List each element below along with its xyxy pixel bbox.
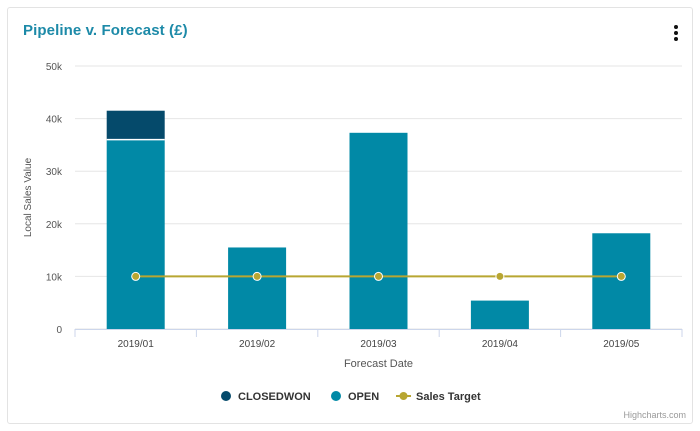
- x-axis-title: Forecast Date: [344, 358, 413, 370]
- sales-target-point: [131, 271, 141, 281]
- legend-marker-closedwon: [221, 391, 231, 401]
- y-tick-label: 50k: [46, 62, 63, 73]
- y-axis-title: Local Sales Value: [23, 157, 34, 237]
- bar-open: [228, 247, 287, 329]
- y-tick-label: 0: [56, 325, 62, 336]
- y-tick-label: 30k: [46, 167, 63, 178]
- legend-label: Sales Target: [416, 391, 481, 403]
- bar-closedwon: [106, 110, 165, 140]
- y-tick-label: 40k: [46, 115, 63, 126]
- legend-label: OPEN: [348, 391, 379, 403]
- bar-open: [349, 132, 408, 329]
- sales-target-point: [495, 271, 505, 281]
- legend-marker-open: [331, 391, 341, 401]
- x-tick-label: 2019/03: [360, 339, 397, 350]
- bar-open: [470, 300, 529, 329]
- legend-marker-sales-target: [399, 392, 408, 400]
- x-tick-label: 2019/04: [482, 339, 519, 350]
- x-tick-label: 2019/05: [603, 339, 640, 350]
- kebab-menu-icon[interactable]: [668, 22, 684, 44]
- sales-target-point: [616, 271, 626, 281]
- y-tick-label: 10k: [46, 272, 63, 283]
- page-title: Pipeline v. Forecast (£): [23, 22, 188, 39]
- y-tick-label: 20k: [46, 220, 63, 231]
- bar-open: [592, 233, 651, 329]
- sales-target-point: [374, 271, 383, 281]
- bar-open: [106, 139, 165, 329]
- chart-credit[interactable]: Highcharts.com: [623, 410, 686, 420]
- x-tick-label: 2019/02: [239, 339, 276, 350]
- legend-label: CLOSEDWON: [238, 391, 311, 403]
- sales-target-point: [252, 271, 262, 281]
- x-tick-label: 2019/01: [118, 339, 155, 350]
